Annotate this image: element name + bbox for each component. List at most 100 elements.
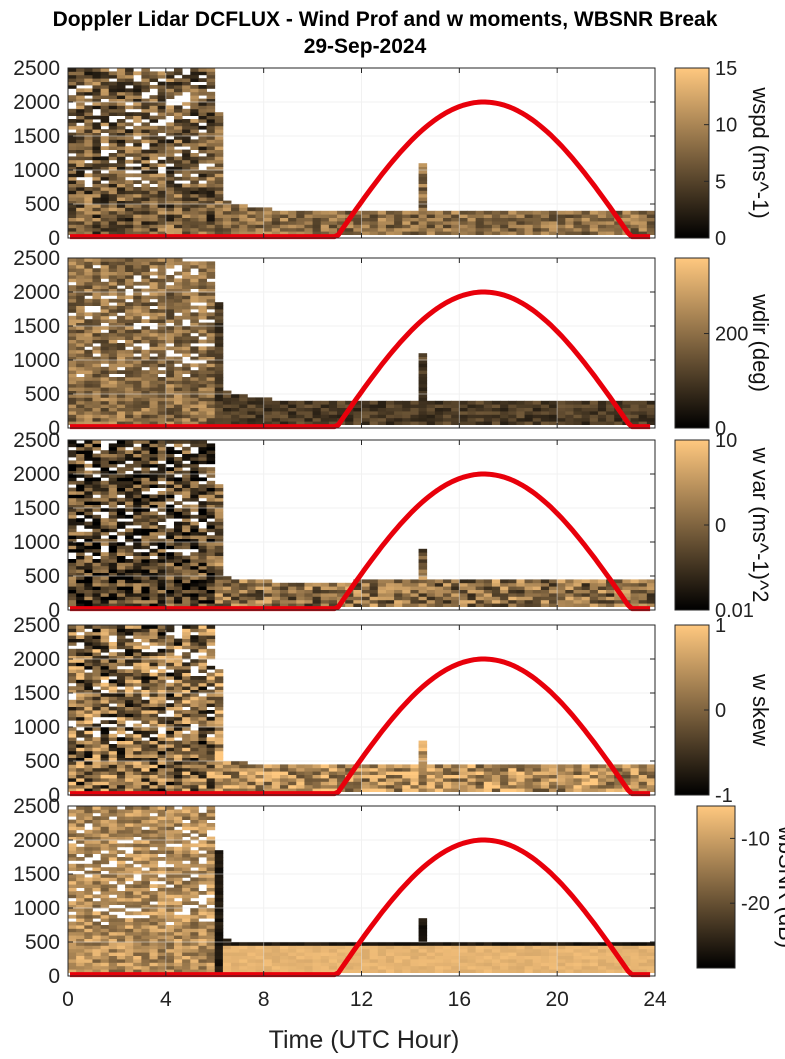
heatmap-cell — [92, 349, 102, 354]
y-tick-label: 1000 — [13, 159, 60, 182]
heatmap-cell — [157, 163, 167, 167]
heatmap-cell — [165, 508, 175, 512]
heatmap-cell — [247, 593, 256, 597]
heatmap-cell — [116, 224, 126, 229]
heatmap-cell — [239, 404, 248, 408]
heatmap-cell — [288, 603, 297, 607]
heatmap-cell — [149, 494, 159, 499]
heatmap-cell — [198, 686, 207, 690]
heatmap-cell — [353, 603, 362, 607]
heatmap-cell — [198, 417, 207, 422]
heatmap-cell — [190, 312, 199, 317]
heatmap-cell — [198, 383, 207, 388]
heatmap-cell — [100, 494, 110, 499]
heatmap-cell — [353, 589, 362, 594]
heatmap-cell — [108, 417, 118, 422]
heatmap-cell — [198, 737, 207, 741]
heatmap-cell — [173, 778, 183, 782]
heatmap-cell — [557, 210, 566, 215]
heatmap-cell — [108, 767, 118, 772]
heatmap-cell — [100, 603, 110, 607]
heatmap-cell — [165, 411, 175, 415]
heatmap-cell — [116, 322, 126, 327]
heatmap-cell — [84, 149, 93, 154]
heatmap-cell — [84, 730, 93, 735]
heatmap-cell — [173, 119, 183, 123]
heatmap-cell — [100, 457, 110, 461]
heatmap-cell — [190, 744, 199, 748]
heatmap-cell — [157, 383, 167, 388]
heatmap-cell — [92, 258, 102, 262]
heatmap-cell — [100, 562, 110, 567]
heatmap-cell — [141, 404, 150, 408]
heatmap-cell — [402, 221, 411, 225]
heatmap-cell — [92, 655, 102, 660]
heatmap-cell — [320, 781, 330, 786]
heatmap-cell — [589, 407, 599, 412]
heatmap-cell — [182, 366, 191, 371]
heatmap-cell — [108, 599, 118, 604]
heatmap-cell — [214, 156, 224, 161]
heatmap-cell — [451, 579, 460, 584]
heatmap-cell — [557, 596, 566, 601]
heatmap-cell — [157, 105, 167, 110]
heatmap-cell — [198, 625, 207, 629]
heatmap-cell — [630, 593, 640, 597]
heatmap-cell — [76, 231, 85, 235]
heatmap-cell — [206, 125, 216, 130]
heatmap-cell — [606, 217, 615, 222]
heatmap-cell — [443, 582, 452, 587]
heatmap-cell — [141, 596, 150, 601]
heatmap-cell — [263, 217, 273, 222]
heatmap-cell — [84, 682, 93, 687]
heatmap-cell — [165, 576, 175, 580]
heatmap-cell — [116, 125, 126, 130]
heatmap-cell — [206, 628, 216, 633]
heatmap-cell — [182, 315, 191, 320]
heatmap-cell — [76, 501, 85, 505]
heatmap-cell — [173, 71, 183, 76]
heatmap-cell — [108, 271, 118, 276]
heatmap-cell — [312, 227, 322, 232]
heatmap-cell — [597, 214, 607, 218]
heatmap-cell — [125, 586, 134, 590]
heatmap-cell — [157, 774, 167, 779]
heatmap-cell — [84, 91, 93, 96]
heatmap-cell — [198, 78, 207, 82]
heatmap-cell — [108, 258, 118, 262]
heatmap-cell — [206, 85, 216, 89]
heatmap-cell — [84, 689, 93, 694]
heatmap-cell — [149, 682, 159, 687]
heatmap-cell — [320, 589, 330, 594]
heatmap-cell — [394, 224, 403, 229]
heatmap-cell — [491, 224, 501, 229]
heatmap-cell — [92, 190, 102, 195]
heatmap-cell — [410, 603, 419, 607]
heatmap-cell — [198, 655, 207, 660]
heatmap-cell — [149, 754, 159, 758]
heatmap-cell — [149, 108, 159, 113]
heatmap-cell — [76, 397, 85, 402]
heatmap-cell — [638, 596, 648, 601]
heatmap-cell — [157, 706, 167, 711]
heatmap-cell — [182, 125, 191, 130]
heatmap-cell — [263, 411, 273, 415]
heatmap-cell — [84, 508, 93, 512]
heatmap-cell — [108, 231, 118, 235]
heatmap-cell — [157, 360, 167, 364]
heatmap-cell — [76, 407, 85, 412]
heatmap-cell — [214, 312, 224, 317]
heatmap-cell — [141, 268, 150, 272]
heatmap-cell — [84, 696, 93, 701]
heatmap-cell — [116, 740, 126, 745]
heatmap-cell — [500, 221, 509, 225]
heatmap-cell — [214, 363, 224, 368]
heatmap-cell — [182, 173, 191, 178]
heatmap-cell — [141, 559, 150, 563]
heatmap-cell — [157, 180, 167, 184]
heatmap-cell — [638, 224, 648, 229]
heatmap-cell — [279, 589, 289, 594]
heatmap-cell — [214, 221, 224, 225]
heatmap-cell — [165, 292, 175, 296]
heatmap-cell — [182, 572, 191, 577]
